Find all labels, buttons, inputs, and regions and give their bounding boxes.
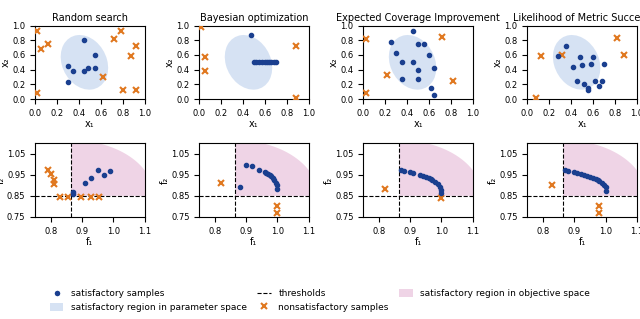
Polygon shape — [399, 140, 482, 196]
Ellipse shape — [61, 35, 108, 90]
X-axis label: f₁: f₁ — [415, 237, 422, 247]
X-axis label: x₁: x₁ — [85, 119, 95, 129]
Ellipse shape — [553, 35, 600, 90]
Title: Likelihood of Metric Success: Likelihood of Metric Success — [513, 13, 640, 23]
Legend: satisfactory samples, satisfactory region in parameter space, thresholds, nonsat: satisfactory samples, satisfactory regio… — [47, 286, 593, 315]
Y-axis label: f₂: f₂ — [0, 176, 6, 184]
Polygon shape — [236, 140, 318, 196]
X-axis label: x₁: x₁ — [249, 119, 259, 129]
Title: Bayesian optimization: Bayesian optimization — [200, 13, 308, 23]
Title: Expected Coverage Improvement: Expected Coverage Improvement — [336, 13, 500, 23]
Ellipse shape — [225, 35, 272, 90]
Y-axis label: x₂: x₂ — [165, 57, 175, 67]
Ellipse shape — [389, 35, 436, 90]
X-axis label: f₁: f₁ — [250, 237, 257, 247]
Y-axis label: x₂: x₂ — [1, 57, 11, 67]
X-axis label: x₁: x₁ — [413, 119, 423, 129]
Y-axis label: f₂: f₂ — [488, 176, 498, 184]
X-axis label: f₁: f₁ — [579, 237, 586, 247]
Y-axis label: x₂: x₂ — [493, 57, 503, 67]
Y-axis label: f₂: f₂ — [159, 176, 170, 184]
Title: Random search: Random search — [52, 13, 128, 23]
X-axis label: x₁: x₁ — [577, 119, 587, 129]
X-axis label: f₁: f₁ — [86, 237, 93, 247]
Y-axis label: x₂: x₂ — [329, 57, 339, 67]
Y-axis label: f₂: f₂ — [324, 176, 333, 184]
Polygon shape — [71, 140, 154, 196]
Polygon shape — [563, 140, 640, 196]
